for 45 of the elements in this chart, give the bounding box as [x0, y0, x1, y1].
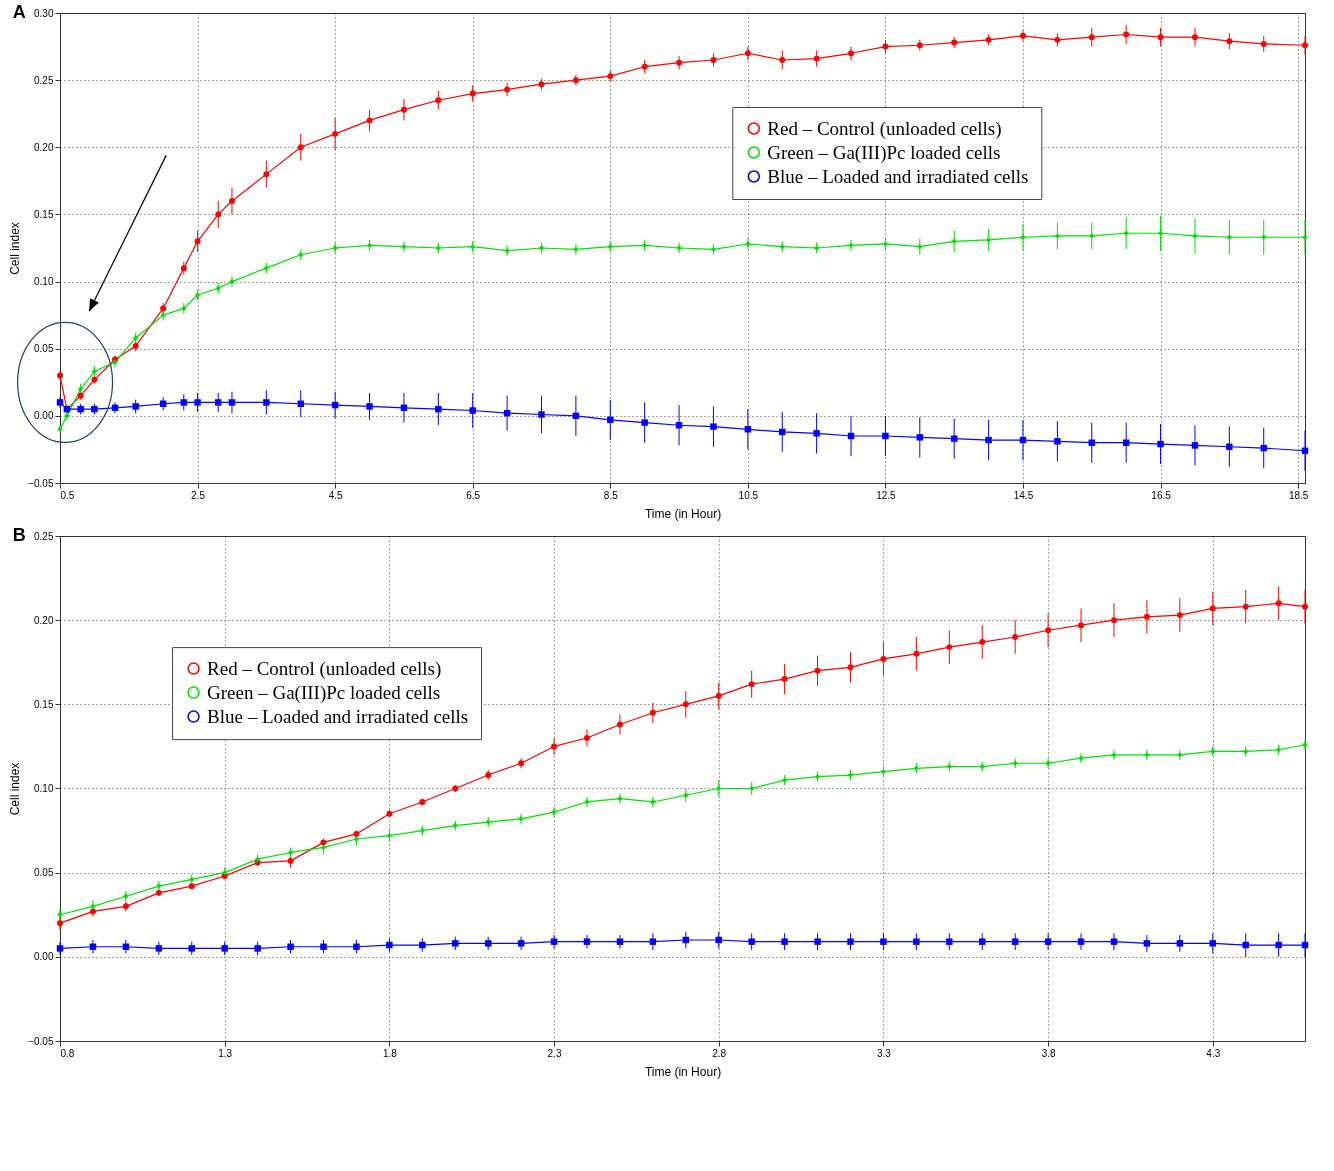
x-tick-label: 6.5 — [466, 489, 481, 501]
x-tick-label: 4.3 — [1206, 1047, 1221, 1059]
x-tick-label: 0.5 — [60, 489, 75, 501]
x-tick-label: 8.5 — [603, 489, 619, 501]
x-tick-label: 14.5 — [1013, 489, 1034, 501]
legend-label: Blue – Loaded and irradiated cells — [207, 705, 469, 727]
x-tick-label: 2.3 — [547, 1047, 562, 1059]
chart-title: A — [12, 2, 26, 22]
y-tick-label: 0.05 — [34, 343, 54, 355]
y-tick-label: 0.25 — [34, 74, 54, 86]
x-axis-title: Time (in Hour) — [644, 506, 722, 521]
x-axis-title: Time (in Hour) — [644, 1064, 722, 1079]
y-tick-label: −0.05 — [28, 1035, 54, 1047]
x-tick-label: 2.8 — [712, 1047, 727, 1059]
x-tick-label: 3.3 — [876, 1047, 892, 1059]
y-tick-label: 0.20 — [34, 141, 54, 153]
x-tick-label: 18.5 — [1288, 489, 1309, 501]
y-tick-label: 0.30 — [34, 7, 54, 19]
legend-label: Blue – Loaded and irradiated cells — [767, 165, 1029, 187]
y-tick-label: 0.05 — [34, 867, 54, 879]
y-axis-title: Cell index — [8, 222, 23, 275]
x-tick-label: 2.5 — [191, 489, 206, 501]
x-tick-label: 3.8 — [1041, 1047, 1056, 1059]
legend-label: Red – Control (unloaded cells) — [767, 117, 1002, 140]
y-tick-label: 0.15 — [34, 698, 54, 710]
y-tick-label: 0.15 — [34, 208, 54, 220]
y-tick-label: 0.25 — [34, 530, 54, 542]
y-tick-label: 0.10 — [34, 783, 54, 794]
y-tick-label: 0.10 — [34, 276, 54, 288]
chart-title: B — [12, 525, 26, 545]
y-tick-label: −0.05 — [28, 477, 54, 489]
legend-label: Green – Ga(III)Pc loaded cells — [207, 681, 441, 704]
x-tick-label: 10.5 — [738, 489, 759, 501]
legend-label: Green – Ga(III)Pc loaded cells — [767, 141, 1001, 164]
x-tick-label: 1.8 — [382, 1047, 398, 1059]
x-tick-label: 12.5 — [876, 489, 897, 501]
y-tick-label: 0.20 — [34, 614, 54, 626]
x-tick-label: 0.8 — [60, 1047, 75, 1059]
x-tick-label: 1.3 — [218, 1047, 233, 1059]
x-tick-label: 16.5 — [1151, 489, 1172, 501]
y-axis-title: Cell index — [8, 762, 23, 816]
y-tick-label: 0.00 — [34, 951, 54, 963]
y-tick-label: 0.00 — [34, 410, 54, 422]
x-tick-label: 4.5 — [328, 489, 344, 501]
legend-label: Red – Control (unloaded cells) — [207, 657, 442, 680]
